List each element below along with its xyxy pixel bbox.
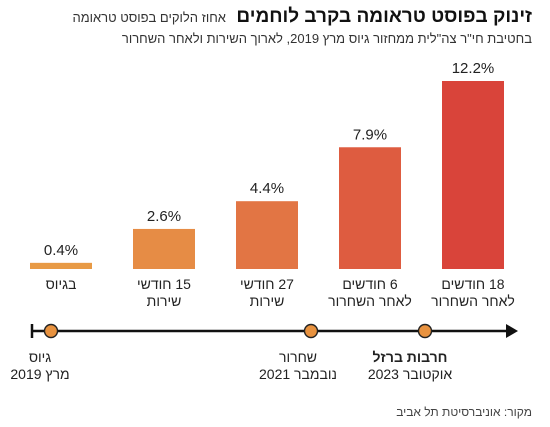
chart-title: זינוק בפוסט טראומה בקרב לוחמים: [236, 6, 532, 27]
category-label-4-1: לאחר השחרור: [431, 293, 515, 309]
category-label-2-0: 27 חודשי: [240, 276, 294, 292]
category-label-3-1: לאחר השחרור: [328, 293, 412, 309]
chart-subtitle-line2: בחטיבת חי"ר צה"לית ממחזור גיוס מרץ 2019,…: [121, 31, 532, 46]
timeline-marker-1: [303, 323, 319, 339]
value-label-0: 0.4%: [44, 242, 78, 259]
category-label-3-0: 6 חודשים: [342, 276, 398, 292]
title-row: זינוק בפוסט טראומה בקרב לוחמים אחוז הלוק…: [12, 6, 532, 28]
category-label-4-0: 18 חודשים: [441, 276, 504, 292]
bar-1: [133, 228, 195, 269]
timeline-label-1-0: שחרור: [279, 349, 317, 365]
bar-0: [30, 262, 92, 269]
timeline-arrow-icon: [506, 324, 518, 338]
timeline-marker-0: [43, 323, 59, 339]
value-label-4: 12.2%: [452, 60, 495, 77]
category-label-1-0: 15 חודשי: [137, 276, 191, 292]
bar-3: [339, 147, 401, 269]
source-note: מקור: אוניברסיטת תל אביב: [396, 405, 532, 419]
category-label-1-1: שירות: [147, 293, 182, 309]
bar-4: [442, 81, 504, 269]
timeline-marker-2: [417, 323, 433, 339]
timeline-label-0-0: גיוס: [29, 349, 51, 365]
category-label-2-1: שירות: [250, 293, 285, 309]
timeline-label-2-0: חרבות ברזל: [372, 349, 447, 365]
value-label-3: 7.9%: [353, 126, 387, 143]
timeline-label-1-1: נובמבר 2021: [259, 366, 337, 382]
category-label-0-0: בגיוס: [46, 276, 77, 292]
timeline-label-0-1: מרץ 2019: [10, 366, 69, 382]
bar-2: [236, 201, 298, 269]
chart-subtitle-line1: אחוז הלוקים בפוסט טראומה: [72, 10, 226, 25]
value-label-1: 2.6%: [147, 208, 181, 225]
value-label-2: 4.4%: [250, 180, 284, 197]
timeline-label-2-1: אוקטובר 2023: [368, 366, 453, 382]
